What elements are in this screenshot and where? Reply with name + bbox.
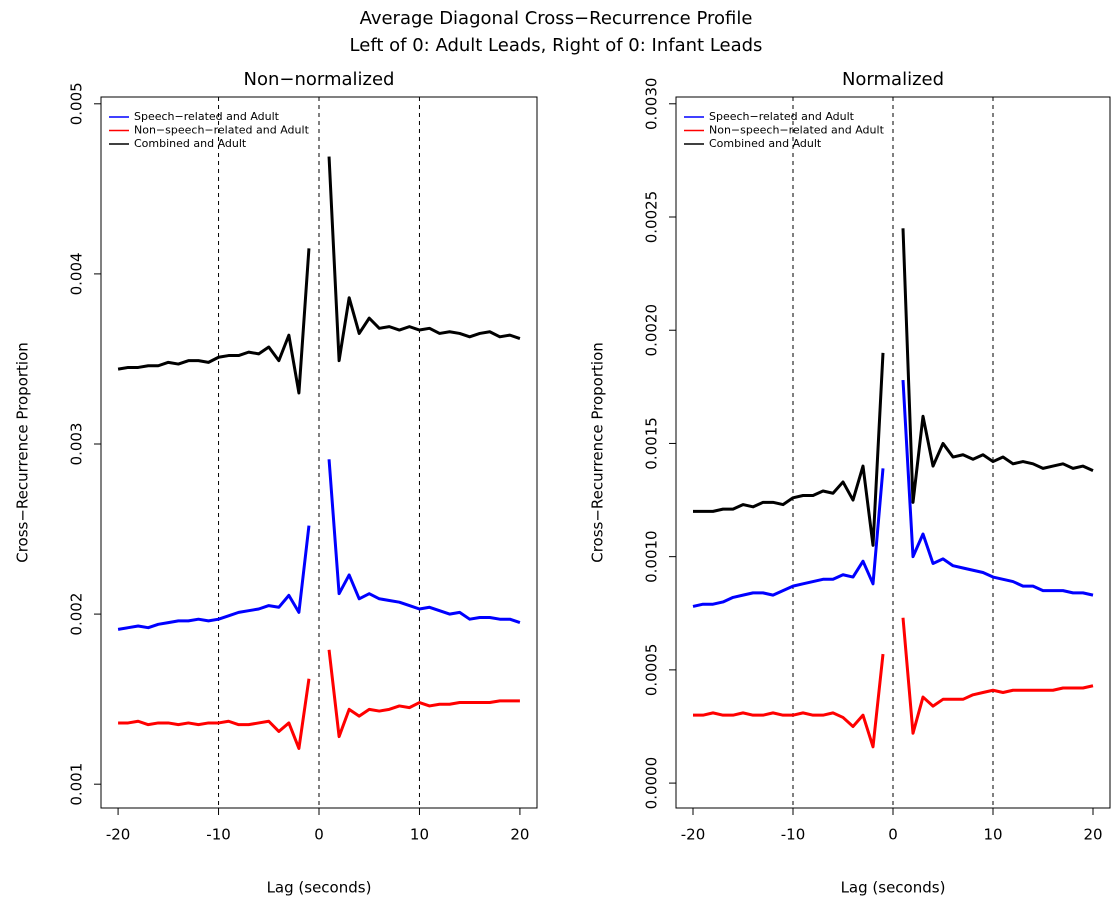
- y-tick-label: 0.003: [68, 423, 86, 466]
- series-line: [117, 156, 521, 395]
- x-tick-label: 0: [888, 826, 898, 844]
- x-axis-label: Lag (seconds): [841, 879, 946, 897]
- y-tick-label: 0.004: [68, 252, 86, 295]
- y-tick-label: 0.0005: [643, 644, 661, 697]
- y-tick-label: 0.0030: [643, 78, 661, 131]
- y-tick-label: 0.001: [68, 763, 86, 806]
- figure-subtitle: Left of 0: Adult Leads, Right of 0: Infa…: [350, 35, 763, 56]
- legend-label: Non−speech−related and Adult: [709, 124, 885, 137]
- x-tick-label: 0: [314, 826, 324, 844]
- y-axis-label: Cross−Recurrence Proportion: [14, 342, 32, 563]
- y-tick-label: 0.0000: [643, 757, 661, 810]
- x-tick-label: 10: [410, 826, 429, 844]
- series-line: [693, 228, 1094, 547]
- series-line: [693, 617, 1094, 749]
- legend-label: Speech−related and Adult: [134, 110, 280, 123]
- panel-title: Non−normalized: [244, 69, 395, 90]
- y-tick-label: 0.0010: [643, 530, 661, 583]
- series-line: [117, 459, 521, 631]
- y-tick-label: 0.0025: [643, 191, 661, 244]
- y-tick-label: 0.0015: [643, 417, 661, 470]
- y-tick-label: 0.002: [68, 593, 86, 636]
- y-tick-label: 0.0020: [643, 304, 661, 357]
- x-tick-label: 10: [983, 826, 1002, 844]
- x-tick-label: -20: [681, 826, 706, 844]
- panel-title: Normalized: [842, 69, 944, 90]
- legend-label: Non−speech−related and Adult: [134, 124, 310, 137]
- y-axis-label: Cross−Recurrence Proportion: [589, 342, 607, 563]
- x-tick-label: 20: [1083, 826, 1102, 844]
- legend-label: Combined and Adult: [709, 137, 822, 150]
- x-tick-label: -20: [106, 826, 131, 844]
- legend-label: Speech−related and Adult: [709, 110, 855, 123]
- figure-title: Average Diagonal Cross−Recurrence Profil…: [360, 8, 753, 29]
- x-tick-label: -10: [781, 826, 806, 844]
- x-tick-label: 20: [510, 826, 529, 844]
- x-axis-label: Lag (seconds): [267, 879, 372, 897]
- series-line: [118, 649, 520, 750]
- legend-label: Combined and Adult: [134, 137, 247, 150]
- x-tick-label: -10: [206, 826, 231, 844]
- y-tick-label: 0.005: [68, 82, 86, 125]
- series-line: [692, 379, 1094, 608]
